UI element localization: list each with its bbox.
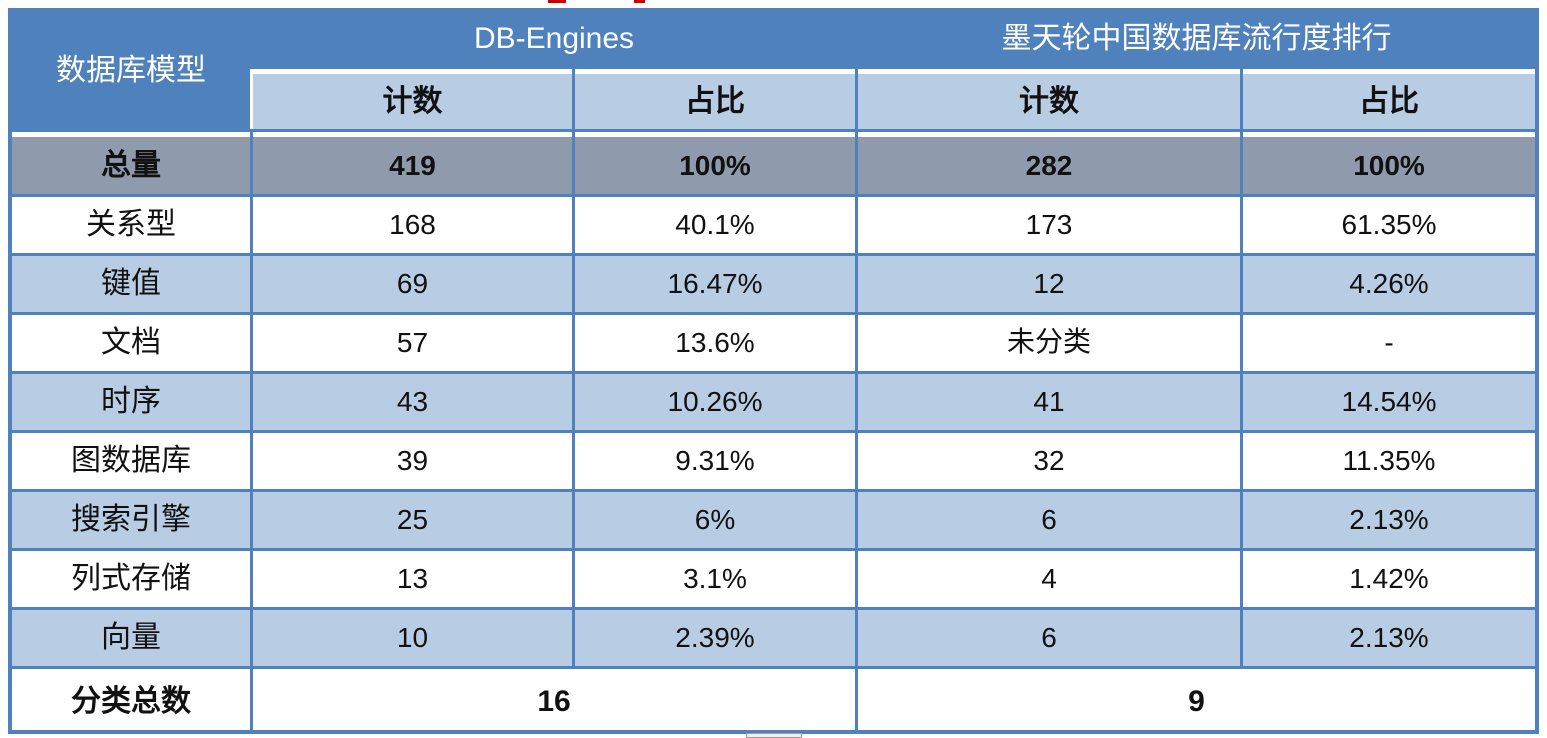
- value-cell: 282: [858, 132, 1240, 194]
- value-cell: 100%: [575, 132, 855, 194]
- value-cell: 3.1%: [575, 551, 855, 607]
- value-cell: 173: [858, 197, 1240, 253]
- value-cell: 168: [253, 197, 572, 253]
- value-cell: -: [1243, 315, 1535, 371]
- value-cell: 9.31%: [575, 433, 855, 489]
- value-cell: 43: [253, 374, 572, 430]
- row-label-cell: 键值: [12, 256, 250, 312]
- subheader-dbengines-share: 占比: [575, 69, 855, 129]
- footer-value-dbengines: 16: [253, 669, 855, 730]
- value-cell: 2.13%: [1243, 492, 1535, 548]
- row-label-cell: 文档: [12, 315, 250, 371]
- row-label-cell: 列式存储: [12, 551, 250, 607]
- corner-header-cell: 数据库模型: [12, 12, 253, 129]
- value-cell: 16.47%: [575, 256, 855, 312]
- value-cell: 13.6%: [575, 315, 855, 371]
- row-label-cell: 总量: [12, 132, 250, 194]
- value-cell: 25: [253, 492, 572, 548]
- value-cell: 14.54%: [1243, 374, 1535, 430]
- value-cell: 41: [858, 374, 1240, 430]
- top-crop-artifact: [634, 0, 645, 3]
- value-cell: 6%: [575, 492, 855, 548]
- value-cell: 13: [253, 551, 572, 607]
- top-crop-artifact: [548, 0, 566, 3]
- value-cell: 6: [858, 492, 1240, 548]
- value-cell: 32: [858, 433, 1240, 489]
- value-cell: 12: [858, 256, 1240, 312]
- value-cell: 2.13%: [1243, 610, 1535, 666]
- row-label-cell: 关系型: [12, 197, 250, 253]
- bottom-crop-artifact: [746, 733, 802, 738]
- value-cell: 4: [858, 551, 1240, 607]
- row-label-cell: 时序: [12, 374, 250, 430]
- subheader-modb-count: 计数: [858, 69, 1240, 129]
- row-label-cell: 图数据库: [12, 433, 250, 489]
- group-header-modb-ranking: 墨天轮中国数据库流行度排行: [858, 12, 1535, 66]
- value-cell: 2.39%: [575, 610, 855, 666]
- footer-label-cell: 分类总数: [12, 669, 250, 730]
- subheader-dbengines-count: 计数: [253, 69, 572, 129]
- value-cell: 419: [253, 132, 572, 194]
- value-cell: 1.42%: [1243, 551, 1535, 607]
- subheader-modb-share: 占比: [1243, 69, 1535, 129]
- footer-value-modb: 9: [858, 669, 1535, 730]
- value-cell: 11.35%: [1243, 433, 1535, 489]
- value-cell: 100%: [1243, 132, 1535, 194]
- value-cell: 69: [253, 256, 572, 312]
- row-label-cell: 向量: [12, 610, 250, 666]
- group-header-dbengines: DB-Engines: [253, 12, 855, 66]
- row-label-cell: 搜索引擎: [12, 492, 250, 548]
- database-model-comparison-table: 数据库模型 DB-Engines 墨天轮中国数据库流行度排行 计数 占比 计数 …: [8, 8, 1539, 734]
- value-cell: 39: [253, 433, 572, 489]
- value-cell: 4.26%: [1243, 256, 1535, 312]
- value-cell: 10.26%: [575, 374, 855, 430]
- value-cell: 6: [858, 610, 1240, 666]
- value-cell: 未分类: [858, 315, 1240, 371]
- value-cell: 61.35%: [1243, 197, 1535, 253]
- value-cell: 40.1%: [575, 197, 855, 253]
- value-cell: 57: [253, 315, 572, 371]
- value-cell: 10: [253, 610, 572, 666]
